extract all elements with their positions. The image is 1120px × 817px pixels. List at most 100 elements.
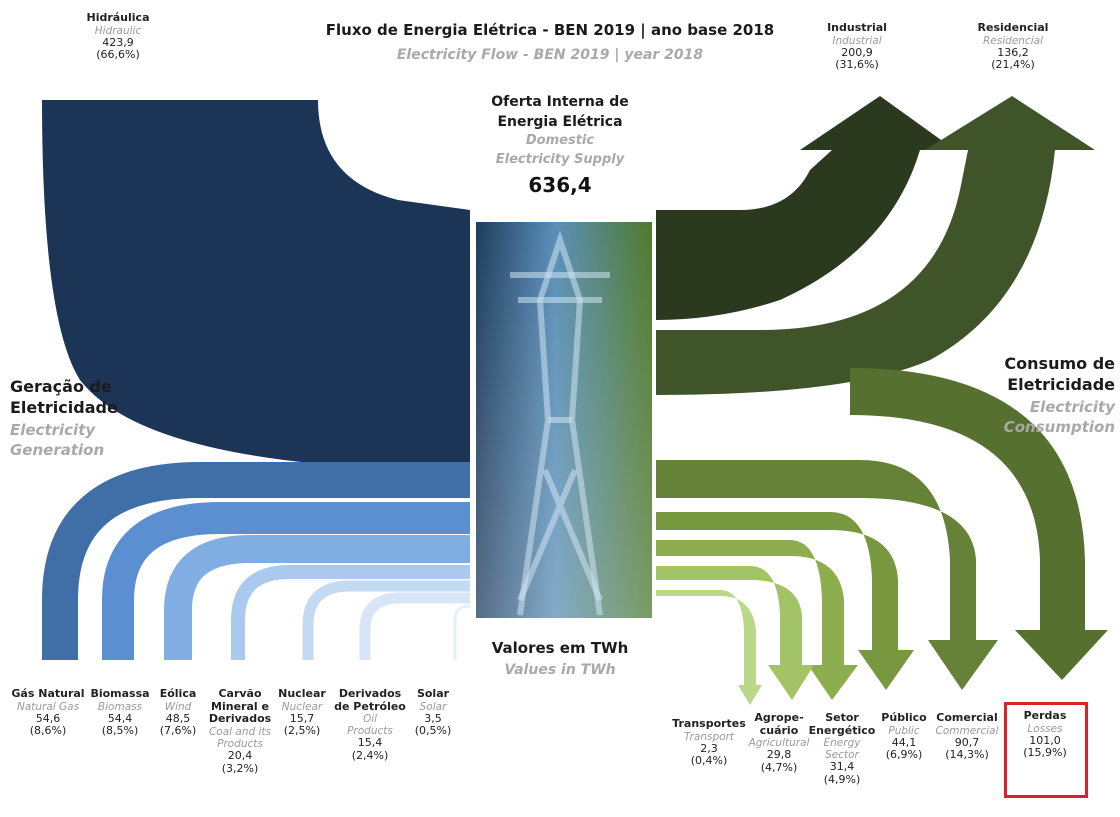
label-eolica-en: Wind	[164, 700, 192, 713]
label-biomassa-value: 54,4	[107, 711, 133, 725]
label-setor-en-1: Energy	[823, 737, 861, 750]
label-comercial-value: 90,7	[954, 735, 980, 749]
label-transportes: Transportes Transport 2,3 (0,4%)	[668, 717, 750, 768]
label-hidraulica: Hidráulica Hidraulic 423,9 (66,6%)	[78, 11, 158, 62]
label-industrial-pct: (31,6%)	[835, 58, 879, 72]
flow-carvao	[231, 565, 470, 660]
flow-agropecuario	[656, 566, 814, 700]
label-carvao-pt-2: Mineral e	[211, 699, 269, 713]
flow-setor-energetico	[656, 540, 858, 700]
label-derivados-pt-1: Derivados	[338, 687, 402, 700]
flow-perdas	[656, 368, 1108, 680]
supply-label-en-2: Electricity Supply	[495, 152, 625, 168]
label-transportes-en: Transport	[684, 730, 734, 743]
label-solar-value: 3,5	[424, 711, 442, 725]
label-perdas-value: 101,0	[1029, 733, 1061, 747]
label-carvao-en-1: Coal and its	[208, 725, 272, 738]
label-transportes-value: 2,3	[700, 741, 718, 755]
highlight-box-perdas	[1004, 702, 1088, 798]
label-setor-value: 31,4	[829, 760, 855, 774]
label-solar-en: Solar	[419, 700, 447, 713]
label-perdas-pt: Perdas	[1023, 709, 1067, 722]
label-biomassa-pt: Biomassa	[90, 687, 150, 700]
flow-residencial	[656, 96, 1095, 395]
flow-derivados-petroleo	[359, 592, 470, 660]
label-agro-en: Agricultural	[748, 737, 810, 750]
label-hidraulica-en: Hidraulic	[94, 24, 142, 37]
label-nuclear: Nuclear Nuclear 15,7 (2,5%)	[272, 687, 332, 738]
generation-pt-1: Geração de	[10, 377, 112, 396]
supply-label-pt-2: Energia Elétrica	[497, 114, 623, 131]
label-agropecuario: Agrope- cuário Agricultural 29,8 (4,7%)	[742, 711, 816, 775]
label-hidraulica-pct: (66,6%)	[96, 48, 140, 62]
label-agro-pt-1: Agrope-	[754, 711, 804, 724]
flow-transportes	[656, 590, 762, 705]
label-residencial: Residencial Residencial 136,2 (21,4%)	[968, 21, 1058, 72]
flow-solar	[453, 604, 471, 660]
label-transportes-pt: Transportes	[672, 717, 746, 730]
label-nuclear-value: 15,7	[289, 711, 315, 725]
label-gas-natural: Gás Natural Natural Gas 54,6 (8,6%)	[8, 687, 88, 738]
label-perdas-en: Losses	[1027, 722, 1063, 735]
label-residencial-value: 136,2	[997, 45, 1029, 59]
consumption-en-2: Consumption	[1003, 418, 1115, 437]
label-carvao-pt-1: Carvão	[218, 687, 262, 700]
label-industrial-value: 200,9	[841, 45, 873, 59]
label-solar: Solar Solar 3,5 (0,5%)	[408, 687, 458, 738]
supply-total: 636,4	[528, 173, 592, 198]
generation-label: Geração de Eletricidade Electricity Gene…	[10, 377, 150, 459]
label-transportes-pct: (0,4%)	[690, 754, 728, 768]
label-nuclear-pct: (2,5%)	[283, 724, 321, 738]
label-derivados-petroleo: Derivados de Petróleo Oil Products 15,4 …	[330, 687, 410, 763]
label-derivados-pct: (2,4%)	[351, 749, 389, 763]
label-agro-value: 29,8	[766, 748, 792, 762]
label-publico: Público Public 44,1 (6,9%)	[876, 711, 932, 762]
label-solar-pt: Solar	[416, 687, 450, 700]
supply-label-en-1: Domestic	[525, 133, 595, 149]
flow-industrial	[656, 96, 955, 320]
label-setor-pt-2: Energético	[808, 723, 876, 737]
label-publico-pct: (6,9%)	[885, 748, 923, 762]
flow-publico	[656, 512, 914, 690]
label-gas-natural-value: 54,6	[35, 711, 61, 725]
label-eolica-value: 48,5	[165, 711, 191, 725]
label-carvao-pct: (3,2%)	[221, 761, 259, 775]
label-industrial-pt: Industrial	[827, 21, 887, 34]
label-eolica-pct: (7,6%)	[159, 724, 197, 738]
label-publico-value: 44,1	[891, 735, 917, 749]
label-derivados-en-2: Products	[347, 725, 393, 738]
label-derivados-en-1: Oil	[362, 713, 378, 726]
label-gas-natural-pct: (8,6%)	[29, 724, 67, 738]
label-residencial-pt: Residencial	[977, 21, 1049, 34]
diagram-subtitle: Electricity Flow - BEN 2019 | year 2018	[396, 47, 704, 63]
label-nuclear-pt: Nuclear	[278, 687, 326, 700]
label-gas-natural-pt: Gás Natural	[11, 687, 85, 700]
diagram-title: Fluxo de Energia Elétrica - BEN 2019 | a…	[325, 21, 775, 39]
units-pt: Valores em TWh	[491, 639, 629, 657]
label-publico-pt: Público	[881, 711, 927, 724]
label-setor-energetico: Setor Energético Energy Sector 31,4 (4,9…	[806, 711, 878, 787]
units-en: Values in TWh	[504, 662, 616, 679]
label-setor-en-2: Sector	[825, 749, 859, 762]
label-industrial-en: Industrial	[832, 34, 882, 47]
label-carvao-pt-3: Derivados	[208, 712, 272, 726]
label-comercial-en: Commercial	[935, 724, 999, 737]
label-setor-pt-1: Setor	[825, 711, 859, 724]
label-derivados-pt-2: de Petróleo	[334, 699, 406, 713]
generation-pt-2: Eletricidade	[10, 398, 118, 418]
label-eolica-pt: Eólica	[159, 687, 197, 700]
label-hidraulica-value: 423,9	[102, 35, 134, 49]
label-derivados-value: 15,4	[357, 736, 383, 750]
label-agro-pt-2: cuário	[759, 723, 799, 737]
label-biomassa: Biomassa Biomass 54,4 (8,5%)	[88, 687, 152, 738]
supply-label: Oferta Interna de Energia Elétrica Domes…	[460, 94, 660, 197]
label-agro-pct: (4,7%)	[760, 760, 798, 774]
label-gas-natural-en: Natural Gas	[16, 700, 80, 713]
generation-en-1: Electricity	[10, 420, 96, 439]
label-comercial: Comercial Commercial 90,7 (14,3%)	[930, 711, 1004, 762]
label-eolica: Eólica Wind 48,5 (7,6%)	[152, 687, 204, 738]
label-hidraulica-pt: Hidráulica	[86, 11, 150, 24]
label-setor-pct: (4,9%)	[823, 773, 861, 787]
flow-hidraulica	[42, 100, 470, 470]
